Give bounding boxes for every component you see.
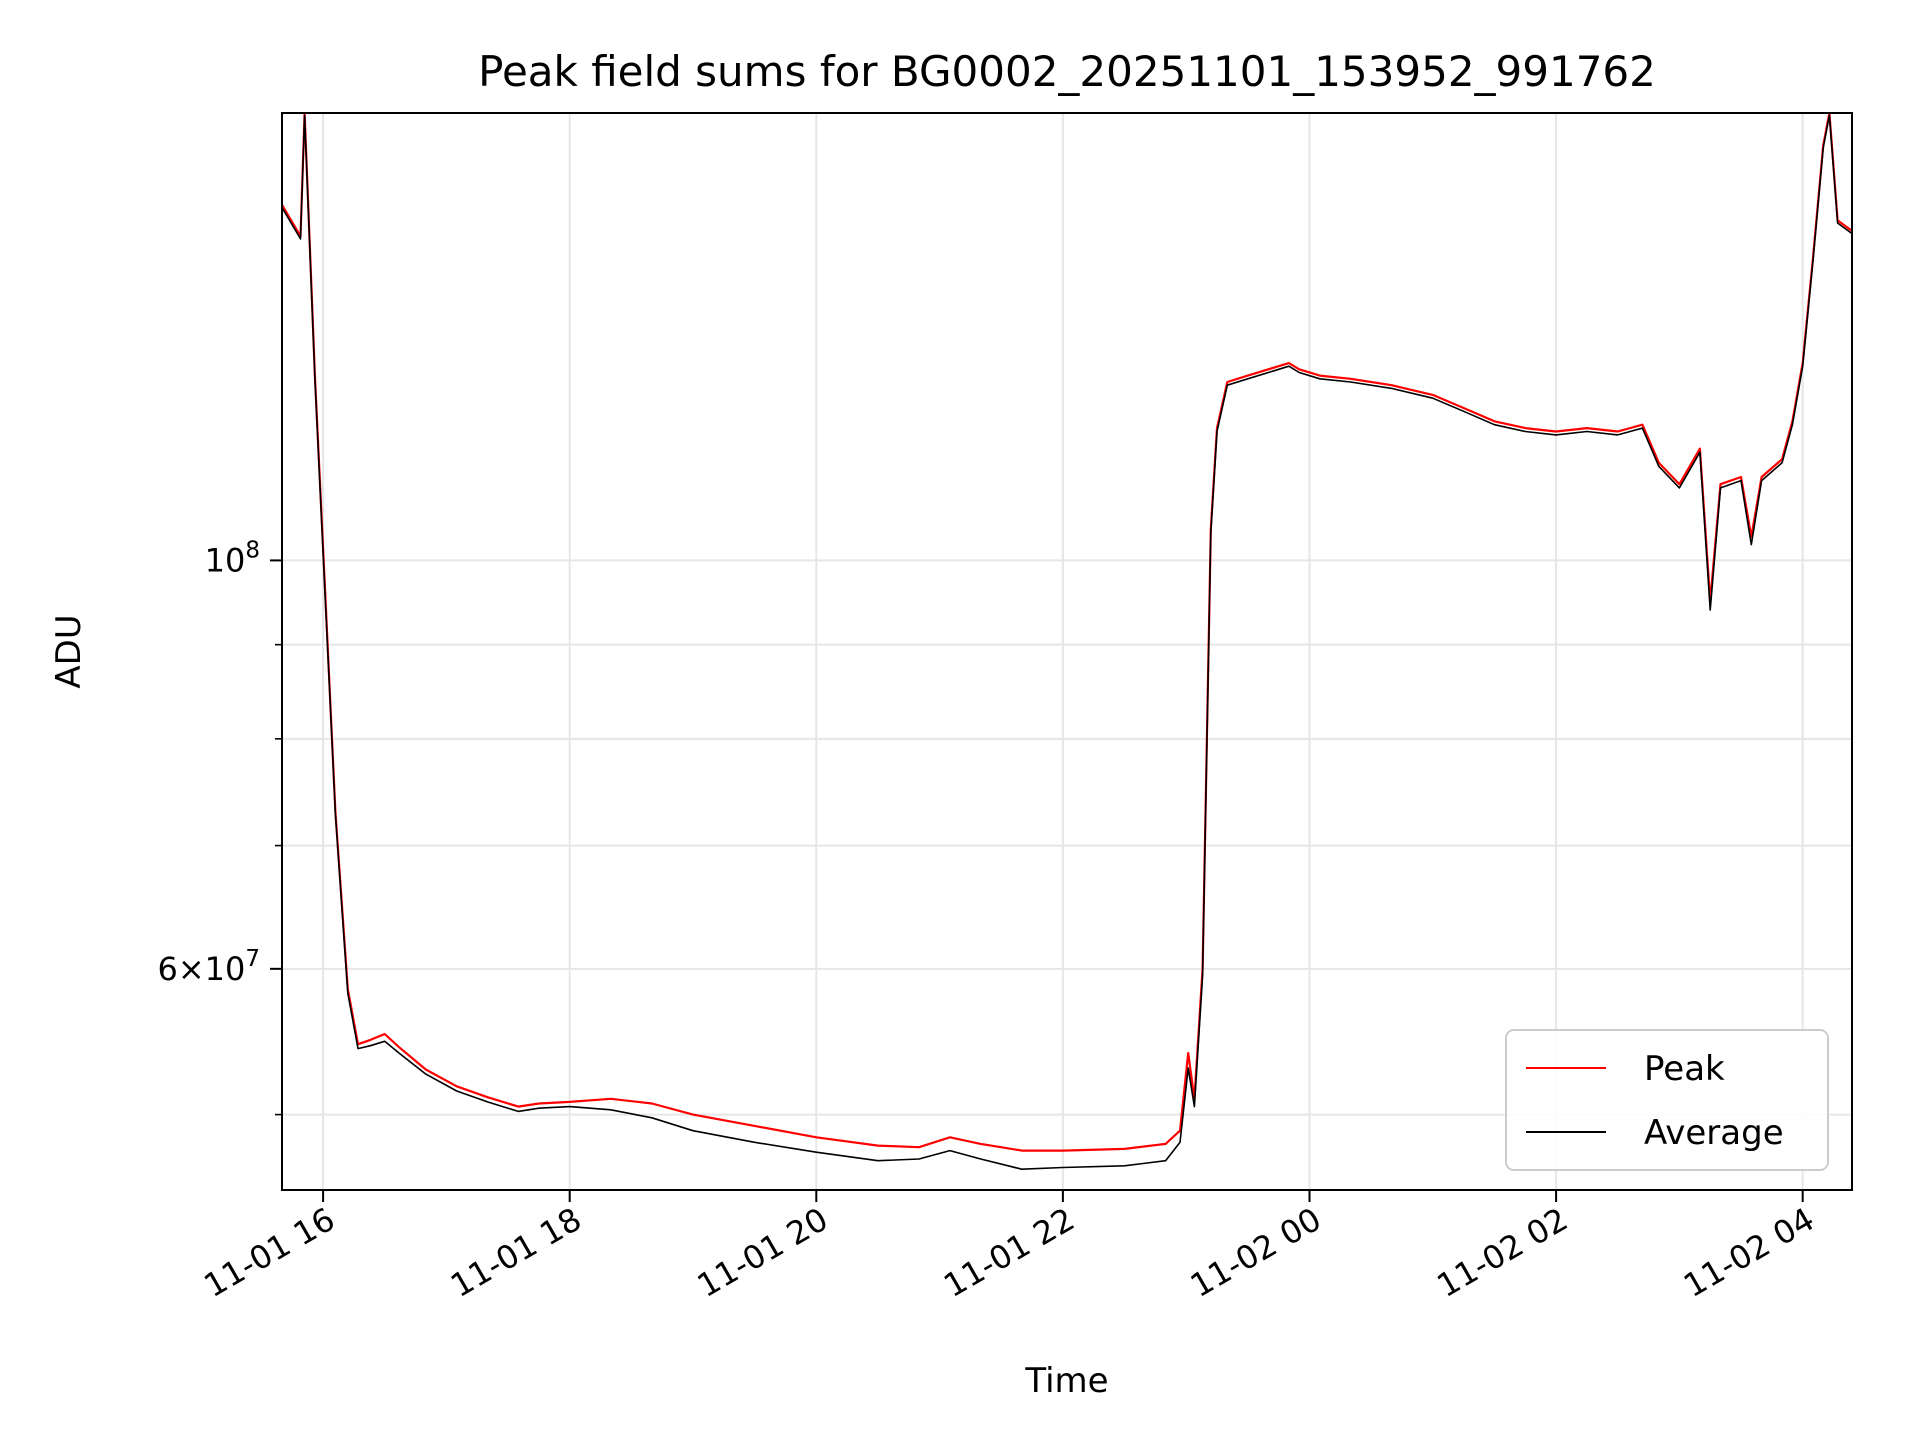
series-layer	[282, 113, 1852, 1170]
x-axis-title: Time	[1024, 1361, 1108, 1401]
plot-frame	[281, 112, 1853, 1191]
y-tick-base: 10	[205, 541, 246, 579]
y-tick-exponent: 8	[245, 537, 260, 563]
legend: Peak Average	[1505, 1029, 1829, 1171]
legend-label: Peak	[1644, 1049, 1725, 1089]
y-axis: 6×107 108	[157, 537, 282, 1116]
y-tick-mantissa: 6	[157, 950, 177, 988]
y-tick-times: ×10	[178, 950, 246, 988]
grid	[282, 113, 1852, 1190]
y-tick-exponent: 7	[245, 946, 260, 972]
y-tick-label: 108	[205, 537, 260, 579]
chart-title: Peak field sums for BG0002_20251101_1539…	[478, 47, 1656, 96]
legend-label: Average	[1644, 1113, 1784, 1153]
series-line-average	[282, 114, 1852, 1170]
y-axis-title: ADU	[49, 614, 89, 688]
y-tick-label: 6×107	[157, 946, 260, 988]
legend-box	[1505, 1029, 1829, 1171]
